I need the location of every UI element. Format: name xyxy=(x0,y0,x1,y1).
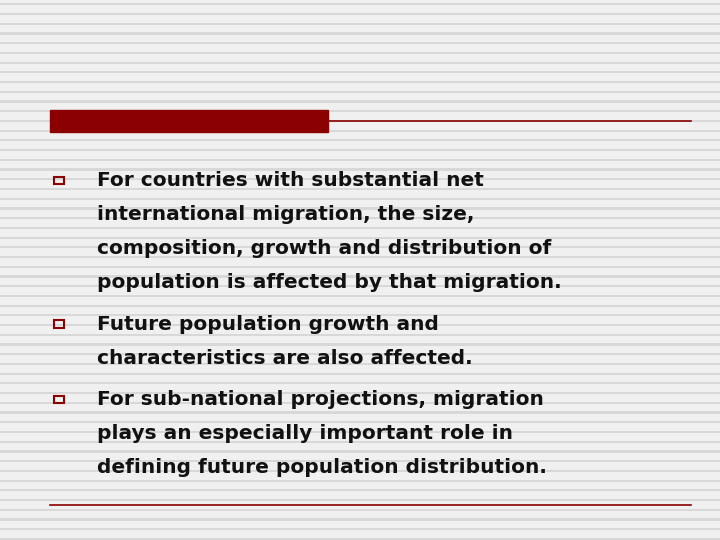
Bar xyxy=(0,392,720,394)
Text: For countries with substantial net: For countries with substantial net xyxy=(97,171,484,191)
Text: international migration, the size,: international migration, the size, xyxy=(97,205,474,225)
Bar xyxy=(50,110,328,132)
Bar xyxy=(0,538,720,540)
Bar xyxy=(0,3,720,5)
Bar xyxy=(0,353,720,355)
Bar xyxy=(0,130,720,132)
Bar xyxy=(0,470,720,472)
Text: defining future population distribution.: defining future population distribution. xyxy=(97,458,547,477)
Bar xyxy=(55,320,63,327)
Bar xyxy=(0,324,720,326)
Text: composition, growth and distribution of: composition, growth and distribution of xyxy=(97,239,552,259)
Bar xyxy=(0,421,720,423)
Bar xyxy=(0,91,720,93)
Bar xyxy=(0,168,720,171)
Bar xyxy=(0,275,720,278)
Bar xyxy=(0,120,720,122)
Bar xyxy=(0,489,720,491)
Bar xyxy=(0,509,720,511)
Bar xyxy=(0,237,720,239)
Bar xyxy=(0,431,720,433)
Bar xyxy=(0,71,720,73)
Bar xyxy=(0,23,720,25)
Bar xyxy=(0,149,720,151)
Text: population is affected by that migration.: population is affected by that migration… xyxy=(97,273,562,293)
Bar xyxy=(0,305,720,307)
Bar xyxy=(0,188,720,190)
Text: plays an especially important role in: plays an especially important role in xyxy=(97,424,513,443)
Bar xyxy=(0,402,720,404)
Bar xyxy=(0,343,720,346)
Bar xyxy=(0,373,720,375)
Bar xyxy=(0,295,720,297)
Bar xyxy=(0,334,720,336)
Bar xyxy=(0,52,720,54)
Bar xyxy=(0,227,720,229)
Bar xyxy=(0,81,720,83)
Bar xyxy=(0,441,720,443)
Bar xyxy=(0,32,720,35)
Bar xyxy=(0,363,720,365)
Bar xyxy=(0,42,720,44)
Bar xyxy=(0,450,720,453)
Bar xyxy=(0,139,720,141)
Bar xyxy=(0,110,720,112)
Bar xyxy=(0,314,720,316)
Text: Future population growth and: Future population growth and xyxy=(97,314,439,334)
Bar xyxy=(0,382,720,384)
Text: characteristics are also affected.: characteristics are also affected. xyxy=(97,348,473,368)
Bar xyxy=(0,62,720,64)
Bar xyxy=(0,528,720,530)
Bar xyxy=(0,499,720,501)
Bar xyxy=(0,518,720,521)
Bar xyxy=(55,396,63,403)
Bar xyxy=(0,266,720,268)
Bar xyxy=(0,159,720,161)
Bar xyxy=(0,256,720,258)
Text: For sub-national projections, migration: For sub-national projections, migration xyxy=(97,390,544,409)
Bar xyxy=(0,411,720,414)
Bar xyxy=(0,460,720,462)
Bar xyxy=(0,246,720,248)
Bar xyxy=(0,198,720,200)
Bar xyxy=(0,480,720,482)
Bar xyxy=(0,207,720,210)
Bar xyxy=(0,13,720,15)
Bar xyxy=(0,285,720,287)
Bar xyxy=(0,178,720,180)
Bar xyxy=(55,177,63,184)
Bar xyxy=(0,217,720,219)
Bar xyxy=(0,100,720,103)
